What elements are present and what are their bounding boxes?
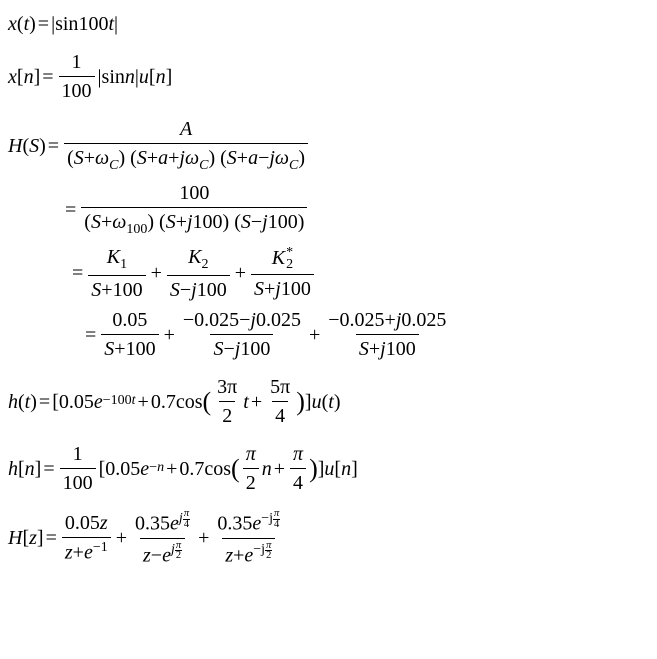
bracket-open: [	[17, 65, 24, 89]
fraction: 3π2	[214, 375, 240, 428]
denominator: 100	[59, 76, 95, 103]
bracket-close: ]	[34, 65, 41, 89]
var-H: H	[8, 134, 22, 158]
equals: =	[38, 12, 49, 36]
equals: =	[85, 323, 96, 347]
paren-open: (	[17, 12, 24, 36]
bracket-open: [	[149, 65, 156, 89]
var-x: x	[8, 12, 17, 36]
fraction: π2	[243, 442, 259, 495]
sin-fn: sin	[102, 65, 125, 89]
equation-xt: x ( t ) = | sin 100 t |	[8, 12, 649, 36]
var-n: n	[125, 65, 135, 89]
fraction: 5π4	[267, 375, 293, 428]
var-n: n	[24, 65, 34, 89]
equation-hn: h [ n ] = 1100 [ 0.05 e−n + 0.7 cos ( π2…	[8, 442, 649, 495]
var-n: n	[156, 65, 166, 89]
fraction: A (S+ωC) (S+a+jωC) (S+a−jωC)	[64, 117, 308, 175]
fraction: K*2 S+j100	[251, 246, 314, 301]
fraction: 100 (S+ω100) (S+j100) (S−j100)	[81, 181, 307, 239]
fraction: 1 100	[59, 50, 95, 103]
equation-ht: h ( t ) = [ 0.05 e−100t + 0.7 cos ( 3π2 …	[8, 375, 649, 428]
abs-bar: |	[114, 12, 118, 36]
var-S: S	[29, 134, 39, 158]
paren-open: (	[22, 134, 29, 158]
coef-100: 100	[78, 12, 108, 36]
numerator: 1	[69, 50, 85, 76]
paren-close: )	[29, 12, 36, 36]
fraction: 0.05z z+e−1	[62, 511, 111, 565]
fraction: K1 S+100	[88, 245, 145, 303]
fraction: π4	[290, 442, 306, 495]
fraction: −0.025+j0.025 S+j100	[325, 308, 449, 361]
equals: =	[65, 198, 76, 222]
fraction: 1100	[60, 442, 96, 495]
paren-close: )	[39, 134, 46, 158]
equals: =	[48, 134, 59, 158]
equals: =	[42, 65, 53, 89]
equation-xn: x [ n ] = 1 100 | sin n | u [ n ]	[8, 50, 649, 103]
equals: =	[72, 261, 83, 285]
equation-HS: H ( S ) = A (S+ωC) (S+a+jωC) (S+a−jωC) =…	[8, 117, 649, 361]
var-u: u	[139, 65, 149, 89]
fraction: 0.05 S+100	[101, 308, 158, 361]
bracket-close: ]	[166, 65, 173, 89]
var-A: A	[180, 118, 192, 140]
fraction: K2 S−j100	[167, 245, 230, 303]
fraction: −0.025−j0.025 S−j100	[180, 308, 304, 361]
fraction: 0.35e−jπ4 z+e−jπ2	[214, 509, 283, 567]
var-x: x	[8, 65, 17, 89]
paren-open: (	[67, 147, 74, 169]
sin-fn: sin	[55, 12, 78, 36]
equation-Hz: H [ z ] = 0.05z z+e−1 + 0.35ejπ4 z−ejπ2 …	[8, 509, 649, 567]
fraction: 0.35ejπ4 z−ejπ2	[132, 509, 193, 567]
